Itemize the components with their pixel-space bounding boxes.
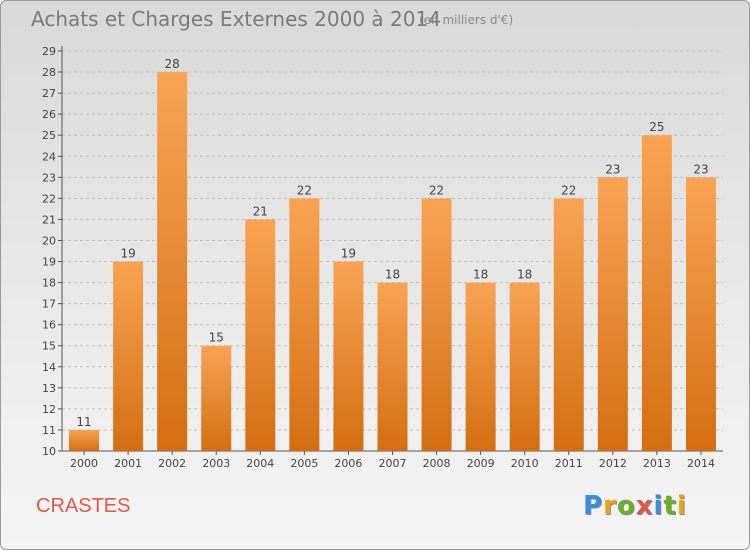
data-label: 23 [605,162,620,176]
x-tick-label: 2002 [158,457,186,470]
bar-2005 [289,198,320,451]
x-tick-label: 2009 [467,457,495,470]
x-tick-label: 2004 [246,457,274,470]
bar-2009 [465,282,496,451]
x-tick-label: 2003 [202,457,230,470]
y-tick-label: 14 [42,361,56,374]
bar-2010 [509,282,540,451]
y-tick-label: 11 [42,424,56,437]
y-tick-label: 29 [42,45,56,58]
data-label: 22 [429,183,444,197]
x-tick-labels: 2000 2001 2002 2003 2004 2005 2006 2007 2008 2009… [70,451,715,470]
y-tick-label: 16 [42,319,56,332]
data-label: 18 [385,268,400,282]
bar-2002 [157,72,188,451]
y-tick-label: 26 [42,108,56,121]
bar-2006 [333,261,364,451]
data-label: 23 [693,162,708,176]
logo-letter: x [635,491,654,521]
bar-2001 [113,261,144,451]
x-tick-label: 2005 [290,457,318,470]
data-label: 21 [253,204,268,218]
logo-letter: r [603,491,617,521]
data-label: 15 [209,331,224,345]
y-tick-label: 18 [42,277,56,290]
y-tick-label: 17 [42,298,56,311]
x-tick-label: 2000 [70,457,98,470]
x-tick-label: 2013 [643,457,671,470]
bar-2013 [641,135,672,452]
data-label: 19 [120,247,135,261]
x-tick-label: 2012 [599,457,627,470]
logo-letter: i [653,491,664,521]
bar-2008 [421,198,452,451]
y-tick-label: 27 [42,87,56,100]
x-tick-label: 2001 [114,457,142,470]
logo-letter: o [616,491,636,521]
y-tick-label: 20 [42,234,56,247]
y-tick-label: 12 [42,403,56,416]
y-tick-labels: 10 11 12 13 14 15 16 17 18 19 20 21 22 23 24 25 26 27 28 29 [42,45,62,458]
x-tick-label: 2014 [687,457,715,470]
y-tick-label: 25 [42,129,56,142]
data-label: 18 [517,268,532,282]
bar-2000 [69,429,100,451]
y-tick-label: 22 [42,192,56,205]
chart-title: Achats et Charges Externes 2000 à 2014 [31,7,441,31]
y-tick-label: 24 [42,150,56,163]
y-tick-label: 13 [42,382,56,395]
bar-2012 [597,177,628,451]
y-tick-label: 19 [42,256,56,269]
logo-letter: t [663,491,677,521]
data-label: 22 [297,183,312,197]
x-tick-label: 2010 [511,457,539,470]
bar-2007 [377,282,408,451]
x-tick-label: 2011 [555,457,583,470]
bar-2003 [201,345,232,451]
data-labels: 11 19 28 15 21 22 19 18 22 18 18 22 23 25 23 [76,57,708,429]
y-tick-label: 21 [42,213,56,226]
y-tick-label: 28 [42,66,56,79]
data-label: 18 [473,268,488,282]
data-label: 19 [341,247,356,261]
logo-letter: P [583,491,604,521]
y-tick-label: 15 [42,340,56,353]
data-label: 28 [165,57,180,71]
bar-2014 [685,177,716,451]
y-tick-label: 10 [42,445,56,458]
bars [69,72,716,452]
chart-unit: (en milliers d'€) [419,13,514,27]
bar-2011 [553,198,584,451]
x-tick-label: 2006 [334,457,362,470]
x-tick-label: 2007 [379,457,407,470]
data-label: 25 [649,120,664,134]
data-label: 11 [76,415,91,429]
logo-letter: i [676,491,687,521]
commune-name: CRASTES [36,495,131,517]
proxiti-logo: Proxiti [583,491,687,521]
y-tick-label: 23 [42,171,56,184]
x-tick-label: 2008 [423,457,451,470]
bar-2004 [245,219,276,451]
data-label: 22 [561,183,576,197]
